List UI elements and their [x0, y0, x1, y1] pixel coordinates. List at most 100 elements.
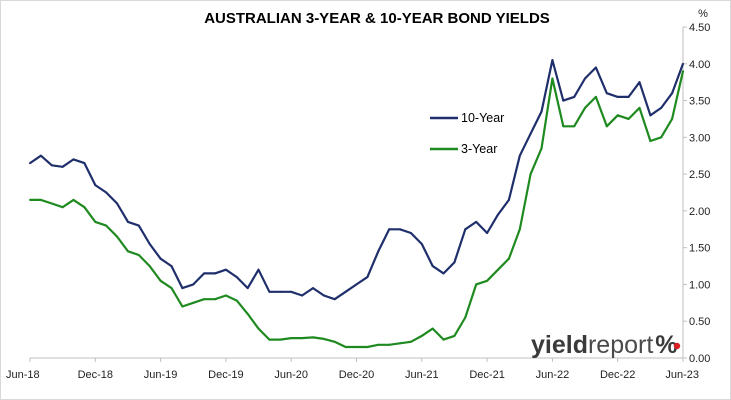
data-point — [137, 254, 140, 256]
data-point — [301, 294, 304, 297]
data-point — [388, 228, 391, 231]
data-point — [475, 220, 478, 223]
x-tick-label: Jun-23 — [665, 369, 699, 381]
data-point — [268, 338, 271, 341]
data-point — [573, 95, 576, 98]
x-tick-label: Jun-18 — [6, 369, 40, 381]
data-point — [486, 232, 489, 234]
y-tick-label: 1.50 — [689, 243, 710, 255]
y-tick-label: 3.50 — [689, 96, 710, 108]
data-point — [627, 117, 630, 120]
data-point — [540, 147, 543, 150]
data-point — [584, 77, 586, 80]
data-point — [290, 337, 293, 340]
y-tick-label: 0.00 — [689, 353, 710, 365]
data-point — [594, 66, 597, 69]
legend-label-10-year: 10-Year — [461, 111, 504, 125]
data-point — [638, 81, 641, 84]
data-point — [203, 298, 206, 301]
data-point — [420, 334, 423, 337]
data-point — [246, 287, 249, 290]
series-line-10-year — [29, 58, 685, 301]
data-point — [344, 290, 347, 293]
data-point — [409, 232, 412, 234]
data-point — [127, 250, 129, 253]
data-point — [627, 95, 630, 98]
data-point — [616, 114, 619, 117]
data-point — [464, 316, 467, 319]
data-point — [203, 272, 206, 275]
data-point — [39, 198, 42, 201]
data-point — [649, 114, 652, 117]
data-point — [453, 261, 456, 264]
data-point — [507, 257, 510, 260]
data-point — [551, 59, 554, 62]
logo-text-yield: yield — [531, 331, 588, 359]
data-point — [181, 287, 184, 290]
series-line-3-year — [30, 70, 685, 349]
x-tick-label: Dec-18 — [78, 369, 113, 381]
x-tick-label: Dec-22 — [600, 369, 635, 381]
data-point — [50, 164, 53, 167]
data-point — [181, 305, 184, 308]
data-point — [312, 287, 314, 290]
data-point — [399, 228, 401, 231]
data-point — [518, 154, 521, 157]
data-point — [61, 206, 64, 209]
data-point — [322, 294, 325, 297]
data-point — [246, 312, 249, 315]
data-point — [660, 136, 663, 139]
data-point — [214, 272, 216, 275]
data-point — [475, 283, 478, 286]
data-point — [105, 224, 108, 227]
logo-accent-dot — [673, 342, 681, 350]
data-point — [388, 343, 391, 346]
data-point — [83, 162, 86, 165]
chart-title: AUSTRALIAN 3-YEAR & 10-YEAR BOND YIELDS — [204, 10, 550, 27]
x-tick-label: Dec-21 — [469, 369, 504, 381]
data-point — [224, 294, 227, 297]
y-tick-label: 1.00 — [689, 279, 710, 291]
data-point — [170, 287, 173, 290]
data-point — [235, 276, 238, 279]
data-point — [366, 276, 369, 279]
data-point — [333, 298, 336, 301]
data-point — [682, 70, 684, 73]
data-point — [257, 268, 260, 271]
data-point — [355, 283, 358, 286]
y-tick-label: 4.50 — [689, 22, 710, 34]
data-point — [638, 106, 641, 109]
data-point — [170, 265, 173, 268]
y-axis-unit: % — [698, 8, 708, 20]
data-point — [344, 346, 347, 348]
data-point — [442, 338, 445, 341]
data-point — [72, 198, 75, 201]
data-point — [159, 257, 162, 260]
x-tick-label: Dec-19 — [208, 369, 243, 381]
data-point — [594, 95, 597, 98]
y-tick-label: 3.00 — [689, 132, 710, 144]
data-point — [159, 279, 162, 282]
data-point — [420, 243, 423, 245]
data-point — [235, 299, 238, 302]
data-point — [72, 158, 75, 161]
data-point — [377, 343, 380, 346]
data-point — [301, 337, 304, 340]
data-point — [616, 95, 619, 98]
data-point — [529, 132, 532, 135]
data-point — [94, 184, 97, 187]
data-point — [497, 213, 499, 216]
data-point — [540, 110, 543, 113]
legend: 10-Year 3-Year — [430, 111, 504, 156]
data-point — [268, 290, 271, 293]
data-point — [649, 140, 652, 142]
data-point — [116, 202, 119, 205]
logo-percent-sign: % — [655, 331, 677, 359]
data-point — [290, 290, 293, 293]
data-point — [355, 346, 358, 348]
x-tick-label: Jun-22 — [536, 369, 570, 381]
data-point — [573, 125, 576, 128]
data-point — [660, 106, 663, 109]
